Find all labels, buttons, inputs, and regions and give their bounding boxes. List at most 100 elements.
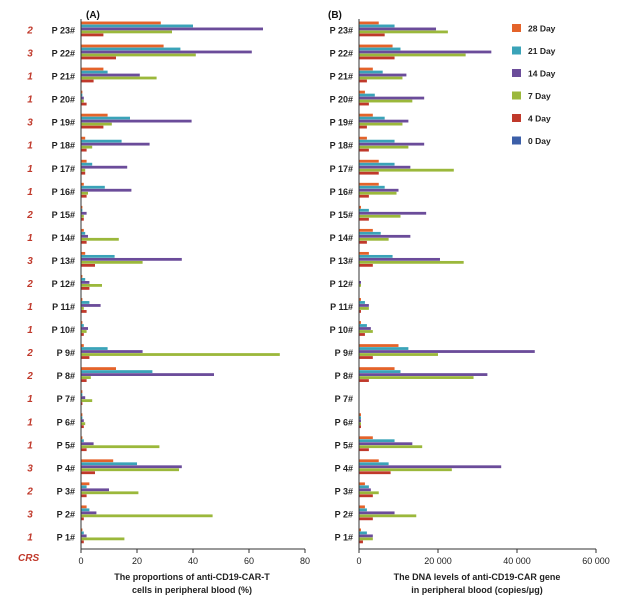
crs-grade-p-21: 1 xyxy=(27,72,33,83)
crs-grade-p-14: 1 xyxy=(27,233,33,244)
bar-p-3-4-day xyxy=(81,494,87,498)
bar-p-2-7-day xyxy=(81,514,213,518)
bar-p-9-7-day xyxy=(359,353,438,356)
bar-p-4-4-day xyxy=(81,471,95,475)
bar-p-21-21-day xyxy=(359,70,383,74)
bar-p-3-28-day xyxy=(359,482,365,486)
bar-p-12-14-day xyxy=(359,281,361,284)
category-label-p-7: P 7# xyxy=(57,394,75,404)
bar-p-9-14-day xyxy=(81,350,143,353)
panel-b-x-axis-title-line-2: in peripheral blood (copies/μg) xyxy=(411,585,543,595)
bar-p-20-7-day xyxy=(359,99,413,103)
bar-p-22-4-day xyxy=(359,56,395,60)
bar-p-17-21-day xyxy=(81,162,93,166)
crs-grade-p-16: 1 xyxy=(27,187,33,198)
bar-p-21-4-day xyxy=(81,79,94,83)
bar-p-18-28-day xyxy=(81,136,86,140)
bar-p-2-28-day xyxy=(81,505,87,509)
category-label-p-9: P 9# xyxy=(57,348,75,358)
bar-p-13-21-day xyxy=(81,254,115,258)
bar-p-18-7-day xyxy=(359,145,409,149)
bar-p-9-14-day xyxy=(359,350,535,353)
category-label-p-5: P 5# xyxy=(57,440,75,450)
bar-p-22-7-day xyxy=(359,53,466,57)
bar-p-10-7-day xyxy=(81,330,87,333)
crs-grade-p-12: 2 xyxy=(26,279,33,290)
bar-p-19-14-day xyxy=(359,119,409,123)
bar-p-11-28-day xyxy=(81,298,83,301)
bar-p-9-28-day xyxy=(359,344,399,347)
bar-p-7-7-day xyxy=(81,399,93,403)
bar-p-15-4-day xyxy=(81,217,84,221)
bar-p-12-28-day xyxy=(81,275,83,278)
crs-grade-p-7: 1 xyxy=(27,394,33,405)
bar-p-3-14-day xyxy=(359,488,371,492)
bar-p-2-4-day xyxy=(81,517,84,521)
bar-p-2-14-day xyxy=(359,511,395,515)
bar-p-8-21-day xyxy=(81,370,153,373)
category-label-p-3: P 3# xyxy=(335,486,353,496)
bar-p-9-21-day xyxy=(81,347,108,350)
bar-p-3-14-day xyxy=(81,488,109,492)
bar-p-4-4-day xyxy=(359,471,391,475)
x-tick-label-0: 0 xyxy=(78,556,83,566)
bar-p-20-7-day xyxy=(81,99,84,103)
bar-p-16-28-day xyxy=(81,182,84,186)
bar-p-17-14-day xyxy=(359,165,411,169)
category-label-p-12: P 12# xyxy=(330,279,353,289)
legend-swatch-14-day xyxy=(512,69,521,77)
bar-p-1-7-day xyxy=(81,537,125,541)
x-tick-label-40: 40 xyxy=(188,556,198,566)
bar-p-12-7-day xyxy=(359,284,361,287)
bar-p-17-28-day xyxy=(359,159,379,163)
bar-p-14-14-day xyxy=(81,234,88,238)
bar-p-2-4-day xyxy=(359,517,373,521)
bar-p-11-7-day xyxy=(81,307,84,310)
bar-p-19-7-day xyxy=(81,122,112,126)
bar-p-22-21-day xyxy=(359,47,401,51)
bar-p-1-21-day xyxy=(359,531,367,535)
bar-p-14-21-day xyxy=(359,231,381,235)
panel-a-bars xyxy=(81,21,280,544)
bar-p-17-28-day xyxy=(81,159,87,163)
bar-p-20-21-day xyxy=(359,93,375,97)
crs-grade-p-18: 1 xyxy=(27,141,33,152)
crs-grade-p-1: 1 xyxy=(27,532,33,543)
bar-p-17-4-day xyxy=(81,171,86,175)
bar-p-20-4-day xyxy=(81,102,87,106)
bar-p-11-7-day xyxy=(359,307,369,310)
bar-p-21-4-day xyxy=(359,79,367,83)
bar-p-5-28-day xyxy=(81,436,83,440)
category-label-p-2: P 2# xyxy=(335,509,353,519)
bar-p-15-14-day xyxy=(81,211,87,215)
bar-p-18-4-day xyxy=(81,148,87,152)
crs-grade-p-23: 2 xyxy=(26,26,33,37)
bar-p-22-14-day xyxy=(81,50,252,54)
crs-grade-p-9: 2 xyxy=(26,348,33,359)
bar-p-17-7-day xyxy=(81,168,86,172)
bar-p-1-7-day xyxy=(359,537,373,541)
crs-grade-p-15: 2 xyxy=(26,210,33,221)
bar-p-15-28-day xyxy=(81,205,83,209)
category-label-p-6: P 6# xyxy=(57,417,75,427)
bar-p-8-7-day xyxy=(81,376,91,379)
x-tick-label-60: 60 xyxy=(244,556,254,566)
legend-swatch-7-day xyxy=(512,91,521,100)
category-label-p-17: P 17# xyxy=(330,164,353,174)
crs-grade-p-11: 1 xyxy=(27,302,33,313)
bar-p-9-4-day xyxy=(359,356,373,359)
bar-p-8-14-day xyxy=(81,373,214,376)
bar-p-18-21-day xyxy=(359,139,395,143)
bar-p-11-21-day xyxy=(81,301,90,304)
bar-p-16-21-day xyxy=(359,185,385,189)
bar-p-4-14-day xyxy=(359,465,502,469)
bar-p-13-7-day xyxy=(359,260,464,264)
bar-p-5-7-day xyxy=(81,445,160,449)
category-label-p-20: P 20# xyxy=(52,95,75,105)
crs-grade-p-10: 1 xyxy=(27,325,33,336)
bar-p-6-28-day xyxy=(359,413,361,417)
bar-p-5-14-day xyxy=(359,442,413,446)
bar-p-6-7-day xyxy=(359,422,361,426)
bar-p-2-21-day xyxy=(359,508,367,512)
